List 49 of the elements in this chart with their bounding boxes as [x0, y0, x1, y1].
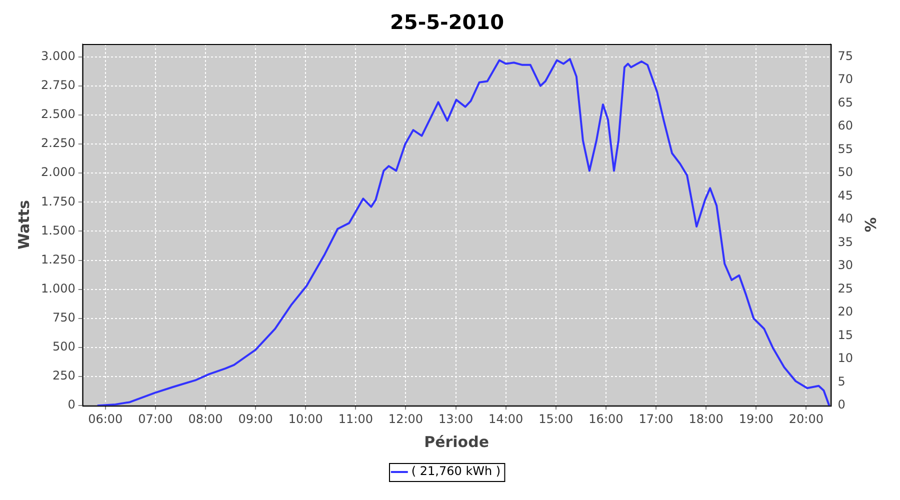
y-axis-title: Watts	[14, 200, 33, 250]
y-tick-label: 2.500	[40, 107, 76, 122]
x-axis-title: Période	[424, 432, 490, 451]
y2-tick-label: 40	[838, 212, 854, 226]
y-tick-label: 2.250	[40, 136, 76, 150]
legend-label: ( 21,760 kWh )	[411, 464, 501, 478]
y-tick-label: 2.750	[40, 78, 76, 92]
x-tick-label: 14:00	[488, 412, 524, 426]
x-tick-label: 19:00	[738, 412, 774, 426]
y-tick-label: 3.000	[40, 48, 76, 63]
y-tick-label: 1.750	[40, 194, 76, 208]
y-tick-label: 1.250	[40, 252, 76, 266]
y-tick-label: 0	[68, 398, 76, 412]
y-tick-label: 1.000	[40, 281, 76, 296]
y2-tick-label: 50	[838, 165, 854, 180]
y2-tick-label: 25	[838, 281, 854, 296]
y-tick-label: 250	[52, 368, 76, 383]
chart-title: 25-5-2010	[390, 10, 504, 34]
x-tick-label: 20:00	[788, 412, 824, 426]
x-tick-label: 12:00	[388, 412, 424, 426]
y2-tick-label: 30	[838, 258, 854, 272]
x-tick-label: 11:00	[338, 412, 373, 426]
y-tick-label: 1.500	[40, 223, 76, 238]
x-tick-label: 07:00	[138, 412, 173, 426]
y2-axis-title: %	[861, 217, 880, 232]
x-tick-label: 13:00	[438, 412, 474, 426]
y2-tick-label: 60	[838, 118, 854, 133]
y2-tick-label: 35	[838, 234, 854, 249]
y2-tick-label: 75	[838, 48, 854, 63]
x-tick-label: 10:00	[288, 412, 323, 426]
x-tick-label: 16:00	[588, 412, 624, 426]
y2-tick-label: 10	[838, 351, 854, 366]
y2-tick-label: 65	[838, 95, 854, 110]
y2-tick-label: 55	[838, 142, 854, 156]
y2-tick-label: 70	[838, 72, 854, 86]
y2-tick-label: 15	[838, 328, 854, 342]
y2-tick-label: 5	[838, 374, 846, 388]
x-tick-label: 08:00	[188, 412, 223, 426]
x-tick-label: 09:00	[238, 412, 273, 426]
y-tick-label: 500	[52, 340, 76, 354]
y2-tick-label: 0	[838, 398, 846, 412]
x-tick-label: 17:00	[638, 412, 674, 426]
y-tick-label: 750	[52, 310, 76, 325]
x-tick-label: 06:00	[88, 412, 123, 426]
x-tick-label: 15:00	[538, 412, 574, 426]
x-tick-label: 18:00	[688, 412, 724, 426]
y2-tick-label: 45	[838, 188, 854, 202]
y-tick-label: 2.000	[40, 165, 76, 180]
y2-tick-label: 20	[838, 304, 854, 319]
